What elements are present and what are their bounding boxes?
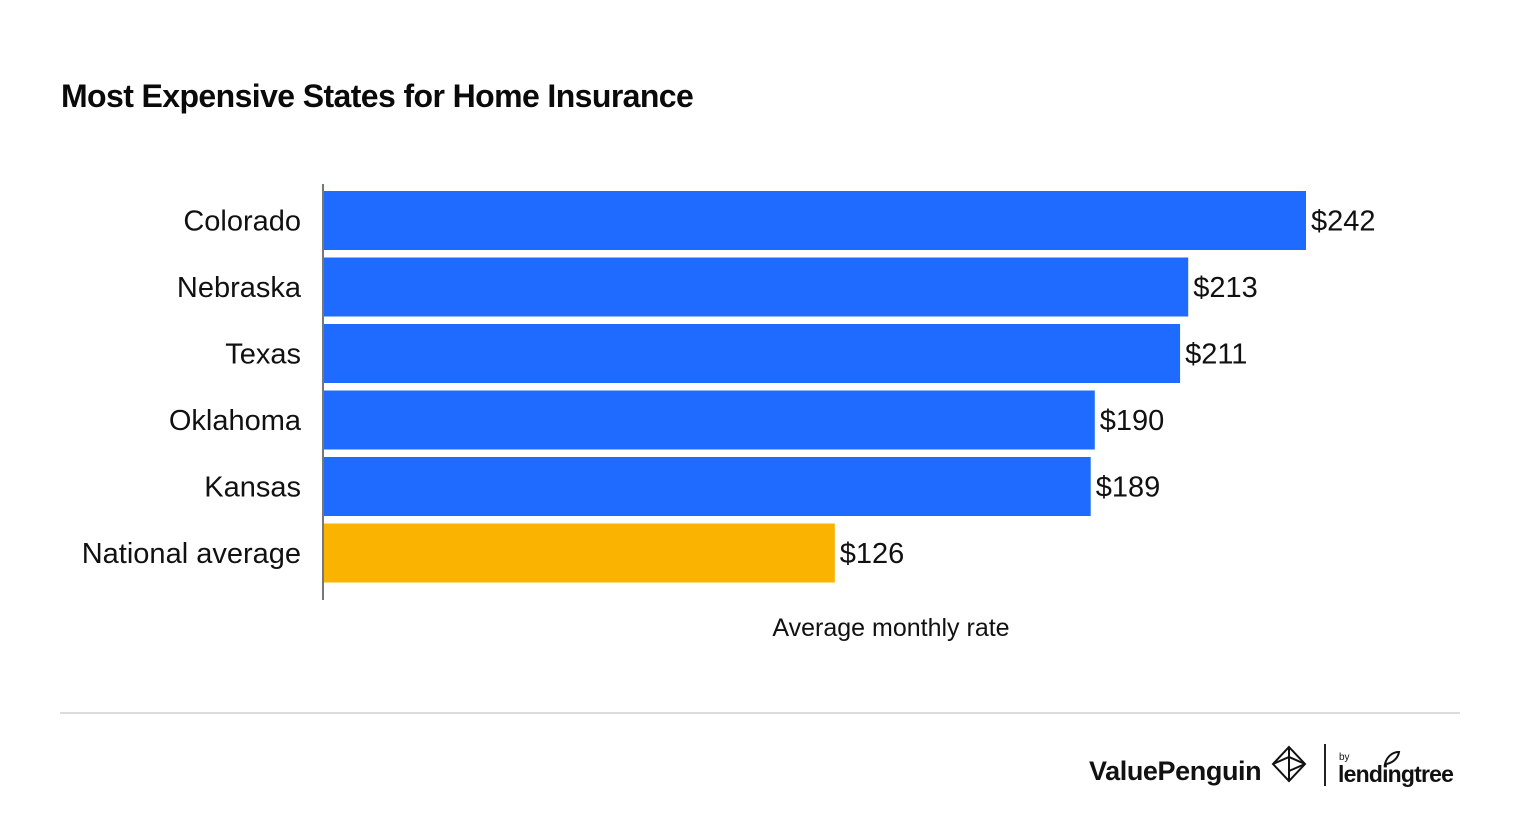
bar-nebraska: [323, 257, 1189, 317]
bar-national-average: [323, 523, 835, 583]
value-label: $213: [1193, 272, 1258, 304]
category-label: Kansas: [204, 472, 301, 504]
value-label: $190: [1100, 405, 1165, 437]
lendingtree-leaf-icon: [1383, 750, 1401, 765]
x-axis-label: Average monthly rate: [772, 614, 1009, 642]
bar-texas: [323, 324, 1181, 383]
brand-name: ValuePenguin: [1089, 756, 1262, 786]
partner-prefix: by: [1339, 752, 1350, 763]
category-label: Oklahoma: [169, 405, 302, 437]
valuepenguin-logo-icon: [1271, 745, 1307, 783]
value-label: $242: [1311, 206, 1376, 238]
category-label: Texas: [225, 339, 301, 371]
bar-chart: Colorado $242 Nebraska $213 Texas $211 Oklahom…: [82, 184, 1376, 642]
brand-separator: [1324, 744, 1326, 786]
value-label: $211: [1185, 339, 1247, 371]
value-label: $126: [840, 538, 905, 570]
bar-kansas: [323, 457, 1091, 516]
footer-divider: [60, 712, 1460, 714]
bar-colorado: [323, 191, 1306, 250]
category-label: Nebraska: [177, 272, 302, 304]
bar-oklahoma: [323, 390, 1095, 450]
category-label: Colorado: [183, 206, 301, 238]
chart-title: Most Expensive States for Home Insurance: [61, 78, 694, 114]
value-label: $189: [1096, 472, 1161, 504]
partner-name: lendingtree: [1338, 761, 1454, 787]
category-label: National average: [82, 538, 301, 570]
